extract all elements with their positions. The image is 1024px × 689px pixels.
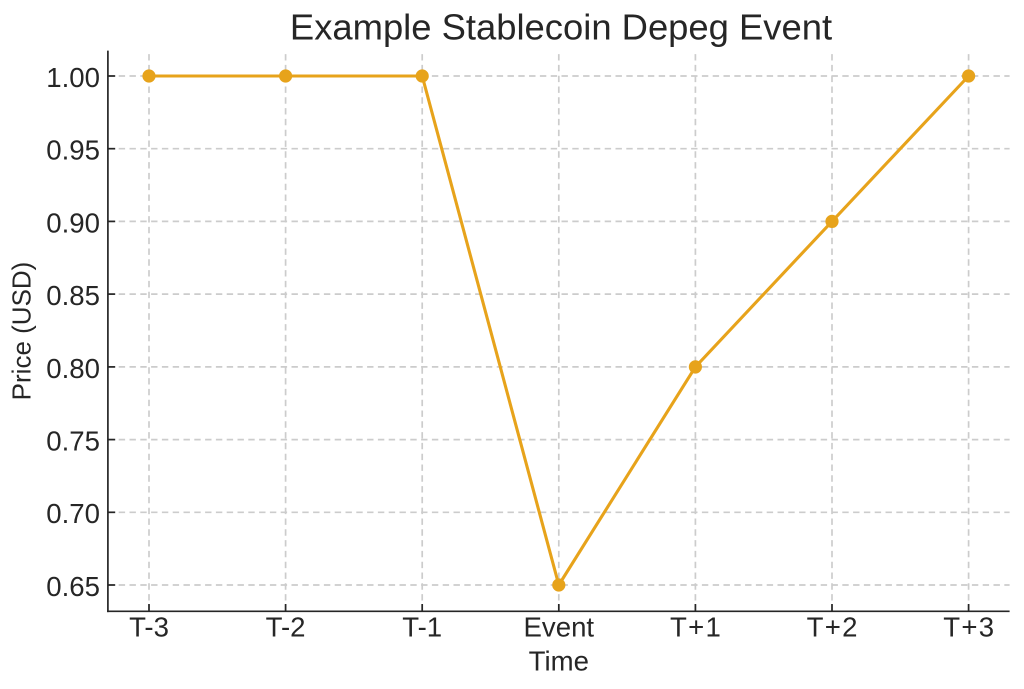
svg-text:Price (USD): Price (USD) [7,262,37,401]
svg-text:T+2: T+2 [807,612,859,643]
svg-text:T+1: T+1 [670,612,722,643]
svg-text:T-1: T-1 [402,612,442,643]
svg-text:0.95: 0.95 [46,135,100,166]
svg-text:Time: Time [529,646,589,677]
svg-text:0.70: 0.70 [46,498,100,529]
svg-text:0.65: 0.65 [46,571,100,602]
svg-text:T+3: T+3 [943,612,995,643]
svg-text:T-2: T-2 [266,612,306,643]
svg-text:1.00: 1.00 [46,62,100,93]
svg-text:0.80: 0.80 [46,353,100,384]
svg-text:0.85: 0.85 [46,280,100,311]
svg-text:Event: Event [524,612,595,643]
svg-text:0.75: 0.75 [46,426,100,457]
svg-text:Example Stablecoin Depeg Event: Example Stablecoin Depeg Event [290,7,832,48]
svg-text:T-3: T-3 [129,612,169,643]
svg-text:0.90: 0.90 [46,207,100,238]
